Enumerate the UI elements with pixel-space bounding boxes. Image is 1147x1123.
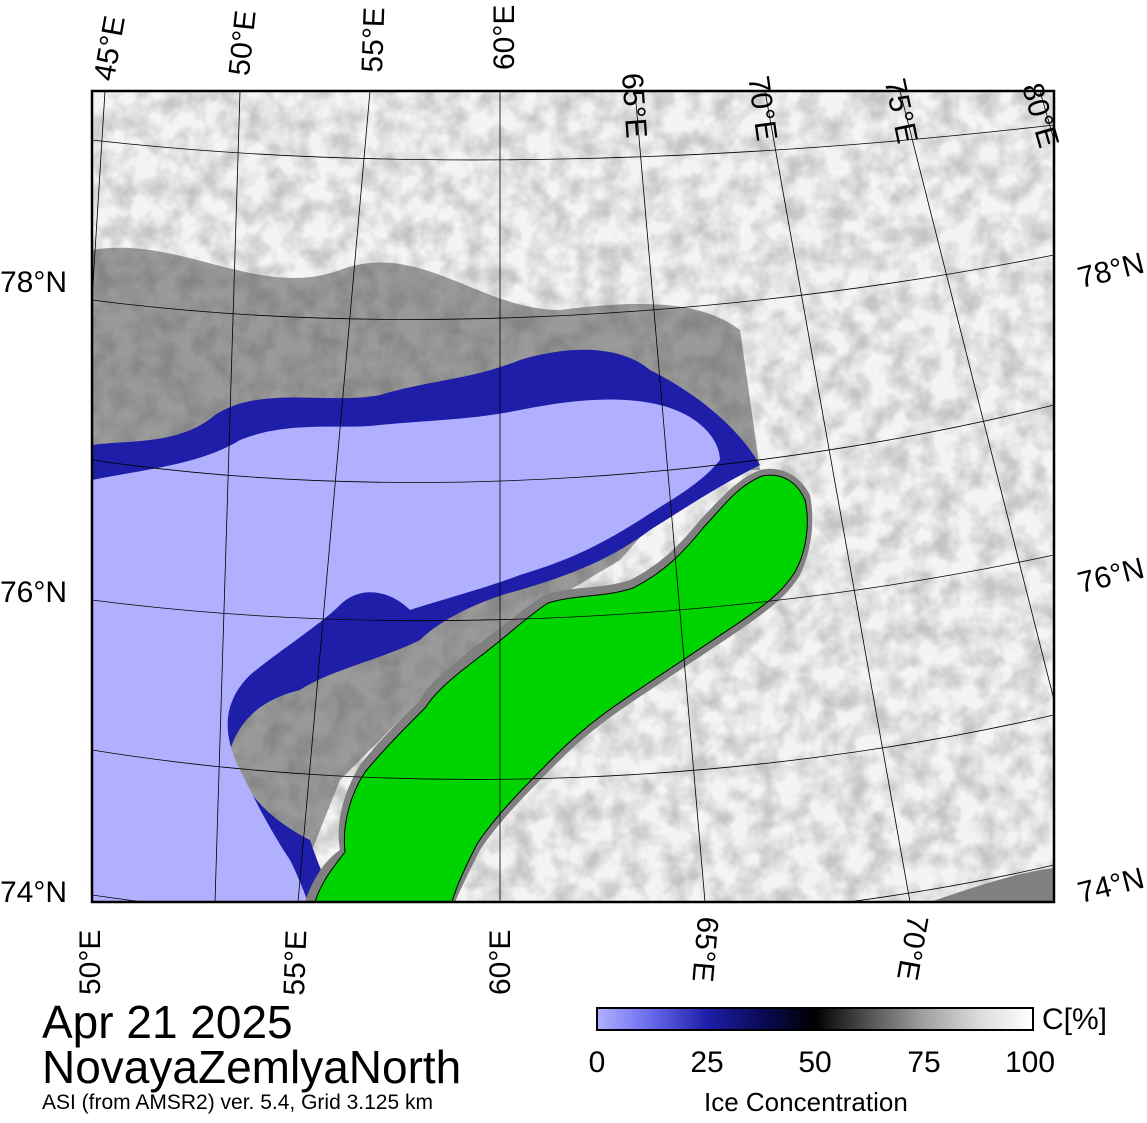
land-novaya-zemlya <box>314 474 808 902</box>
colorbar-tick: 0 <box>588 1046 606 1079</box>
colorbar-tick: 100 <box>1004 1046 1056 1079</box>
left-lat-label: 74°N <box>0 876 68 909</box>
colorbar <box>596 1007 1034 1031</box>
map-frame <box>90 89 1056 904</box>
data-source: ASI (from AMSR2) ver. 5.4, Grid 3.125 km <box>42 1091 433 1114</box>
top-lon-label: 70°E <box>741 73 784 144</box>
bottom-lon-label: 55°E <box>278 929 314 997</box>
top-lon-label: 60°E <box>488 4 521 70</box>
top-lon-label: 50°E <box>223 8 263 78</box>
title-block: Apr 21 2025 NovayaZemlyaNorth ASI (from … <box>42 996 462 1116</box>
mainland-corner <box>930 868 1054 902</box>
colorbar-tick: 75 <box>907 1046 941 1079</box>
top-lon-label: 65°E <box>615 71 653 140</box>
graticule <box>92 91 1054 902</box>
left-lat-label: 76°N <box>0 576 68 609</box>
open-water <box>92 399 720 902</box>
top-lon-label: 55°E <box>356 6 392 74</box>
colorbar-title: Ice Concentration <box>704 1087 908 1117</box>
colorbar-unit: C[%] <box>1042 1003 1108 1036</box>
colorbar-tick: 25 <box>690 1046 724 1079</box>
bottom-lon-label: 60°E <box>484 929 517 995</box>
map-date: Apr 21 2025 <box>42 996 293 1048</box>
left-lat-label: 78°N <box>0 266 68 299</box>
bottom-lon-label: 65°E <box>685 915 724 984</box>
region-name: NovayaZemlyaNorth <box>42 1041 462 1093</box>
colorbar-tick: 50 <box>798 1046 832 1079</box>
bottom-lon-label: 50°E <box>74 929 107 995</box>
